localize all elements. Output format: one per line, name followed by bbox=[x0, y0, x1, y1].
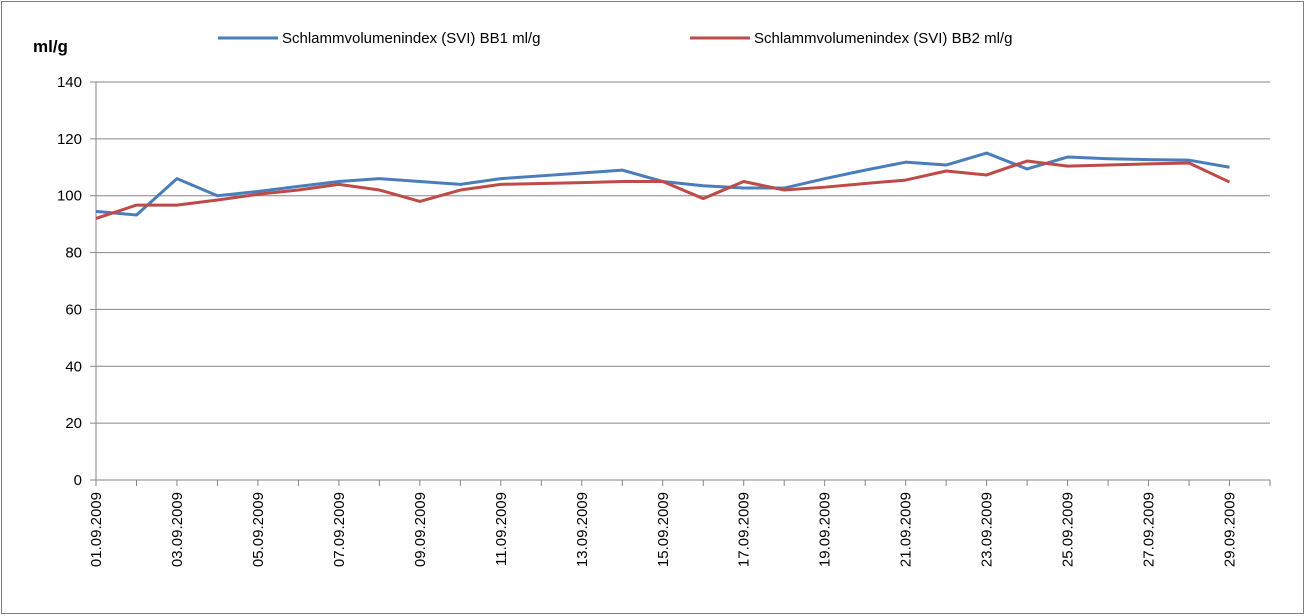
x-tick-label: 03.09.2009 bbox=[169, 492, 186, 567]
y-tick-label: 120 bbox=[57, 131, 82, 148]
y-tick-label: 20 bbox=[65, 415, 82, 432]
y-tick-label: 0 bbox=[74, 472, 82, 489]
x-tick-label: 19.09.2009 bbox=[817, 492, 834, 567]
x-tick-label: 13.09.2009 bbox=[574, 492, 591, 567]
x-tick-label: 21.09.2009 bbox=[898, 492, 915, 567]
x-tick-label: 15.09.2009 bbox=[655, 492, 672, 567]
x-tick-label: 09.09.2009 bbox=[412, 492, 429, 567]
series-line bbox=[95, 159, 1231, 220]
y-tick-label: 140 bbox=[57, 74, 82, 91]
y-tick-label: 40 bbox=[65, 358, 82, 375]
y-tick-label: 60 bbox=[65, 301, 82, 318]
x-tick-label: 07.09.2009 bbox=[331, 492, 348, 567]
x-tick-label: 11.09.2009 bbox=[493, 492, 510, 566]
x-tick-label: 17.09.2009 bbox=[736, 492, 753, 567]
legend-label: Schlammvolumenindex (SVI) BB1 ml/g bbox=[282, 30, 540, 47]
x-tick-label: 05.09.2009 bbox=[250, 492, 267, 567]
y-tick-label: 100 bbox=[57, 188, 82, 205]
x-tick-label: 25.09.2009 bbox=[1060, 492, 1077, 567]
legend-label: Schlammvolumenindex (SVI) BB2 ml/g bbox=[754, 30, 1012, 47]
y-tick-label: 80 bbox=[65, 245, 82, 262]
x-tick-label: 27.09.2009 bbox=[1141, 492, 1158, 567]
x-tick-label: 01.09.2009 bbox=[88, 492, 105, 567]
y-axis-label: ml/g bbox=[33, 37, 68, 56]
x-tick-label: 23.09.2009 bbox=[979, 492, 996, 567]
x-tick-label: 29.09.2009 bbox=[1222, 492, 1239, 567]
